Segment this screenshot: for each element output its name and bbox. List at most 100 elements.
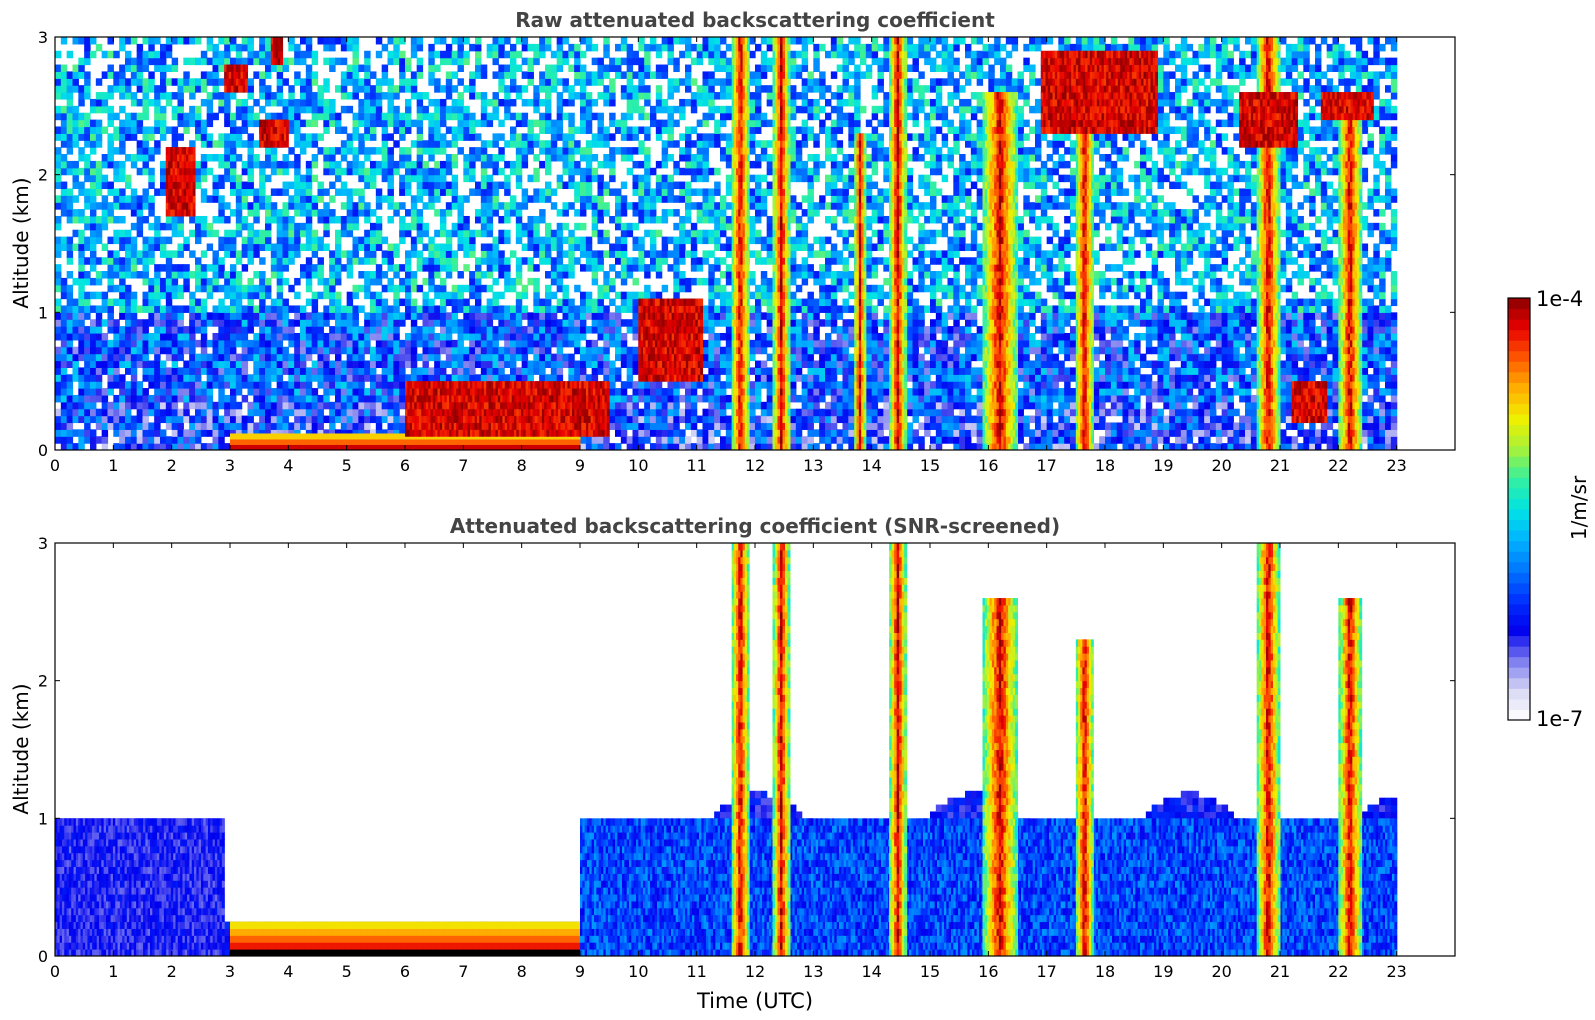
heatmap-cell xyxy=(650,105,657,114)
heatmap-cell xyxy=(603,202,610,210)
heatmap-cell xyxy=(352,160,359,169)
heatmap-cell xyxy=(317,215,324,224)
heatmap-cell xyxy=(410,360,418,368)
heatmap-cell xyxy=(463,312,470,320)
heatmap-cell xyxy=(580,443,587,450)
heatmap-cell xyxy=(533,105,540,114)
heatmap-cell xyxy=(714,353,721,362)
heatmap-cell xyxy=(136,57,144,66)
heatmap-cell xyxy=(539,188,546,196)
heatmap-cell xyxy=(60,415,68,424)
heatmap-cell xyxy=(626,291,634,300)
heatmap-cell xyxy=(410,236,418,245)
heatmap-cell xyxy=(422,167,429,176)
heatmap-cell xyxy=(475,264,482,272)
heatmap-cell xyxy=(381,381,389,389)
heatmap-cell xyxy=(171,346,179,355)
heatmap-cell xyxy=(195,305,202,313)
heatmap-cell xyxy=(270,271,278,279)
heatmap-cell xyxy=(230,112,237,121)
heatmap-cell xyxy=(673,436,680,444)
heatmap-cell xyxy=(148,126,155,134)
heatmap-cell xyxy=(696,264,704,272)
heatmap-cell xyxy=(620,429,628,437)
heatmap-cell xyxy=(457,346,464,355)
heatmap-cell xyxy=(486,222,494,231)
heatmap-cell xyxy=(142,346,149,355)
heatmap-cell xyxy=(66,298,74,307)
heatmap-cell xyxy=(580,78,587,86)
heatmap-cell xyxy=(422,160,429,169)
heatmap-cell xyxy=(556,319,564,327)
heatmap-cell xyxy=(434,160,441,169)
heatmap-cell xyxy=(620,388,628,396)
heatmap-cell xyxy=(690,160,698,169)
heatmap-cell xyxy=(340,167,348,176)
heatmap-cell xyxy=(165,408,173,417)
heatmap-cell xyxy=(475,154,482,162)
heatmap-cell xyxy=(247,291,254,300)
heatmap-cell xyxy=(428,277,435,286)
heatmap-cell xyxy=(352,394,359,403)
heatmap-cell xyxy=(574,284,581,293)
heatmap-cell xyxy=(667,429,674,437)
heatmap-cell xyxy=(381,408,389,417)
heatmap-cell xyxy=(136,415,144,424)
heatmap-cell xyxy=(556,112,564,121)
heatmap-cell xyxy=(527,126,534,134)
heatmap-cell xyxy=(136,408,144,417)
heatmap-cell xyxy=(276,305,284,313)
heatmap-cell xyxy=(667,264,674,272)
heatmap-cell xyxy=(72,229,79,238)
heatmap-cell xyxy=(230,264,237,272)
heatmap-cell xyxy=(224,229,231,238)
heatmap-cell xyxy=(486,195,494,203)
heatmap-cell xyxy=(434,291,441,300)
heatmap-cell xyxy=(410,332,418,341)
heatmap-cell xyxy=(451,154,459,162)
heatmap-cell xyxy=(206,291,214,300)
heatmap-cell xyxy=(556,298,564,307)
heatmap-cell xyxy=(247,50,254,59)
heatmap-cell xyxy=(195,422,202,430)
heatmap-cell xyxy=(288,236,295,245)
heatmap-cell xyxy=(119,346,126,355)
heatmap-cell xyxy=(679,154,686,162)
heatmap-cell xyxy=(212,92,219,100)
heatmap-cell xyxy=(189,443,196,450)
heatmap-cell xyxy=(498,353,505,362)
heatmap-cell xyxy=(300,388,307,396)
heatmap-cell xyxy=(615,443,622,450)
heatmap-cell xyxy=(107,415,114,424)
heatmap-cell xyxy=(253,215,260,224)
heatmap-cell xyxy=(55,85,62,93)
heatmap-cell xyxy=(539,298,546,307)
heatmap-cell xyxy=(212,85,219,93)
heatmap-cell xyxy=(95,305,103,313)
heatmap-cell xyxy=(708,401,715,410)
heatmap-cell xyxy=(55,154,62,162)
heatmap-cell xyxy=(469,284,476,293)
heatmap-cell xyxy=(492,92,499,100)
heatmap-cell xyxy=(235,381,243,389)
heatmap-cell xyxy=(346,167,354,176)
heatmap-cell xyxy=(685,188,692,196)
heatmap-cell xyxy=(615,353,622,362)
heatmap-cell xyxy=(78,154,85,162)
heatmap-cell xyxy=(708,436,715,444)
heatmap-cell xyxy=(323,57,330,66)
heatmap-cell xyxy=(393,360,400,368)
heatmap-cell xyxy=(305,319,313,327)
heatmap-cell xyxy=(638,429,645,437)
heatmap-cell xyxy=(241,119,249,128)
heatmap-cell xyxy=(451,264,459,272)
heatmap-cell xyxy=(597,236,604,245)
heatmap-cell xyxy=(142,408,149,417)
heatmap-cell xyxy=(259,71,266,79)
heatmap-cell xyxy=(265,57,272,66)
heatmap-cell xyxy=(218,105,225,114)
heatmap-cell xyxy=(568,271,575,279)
heatmap-cell xyxy=(568,85,575,93)
heatmap-cell xyxy=(714,339,721,348)
heatmap-cell xyxy=(714,394,721,403)
